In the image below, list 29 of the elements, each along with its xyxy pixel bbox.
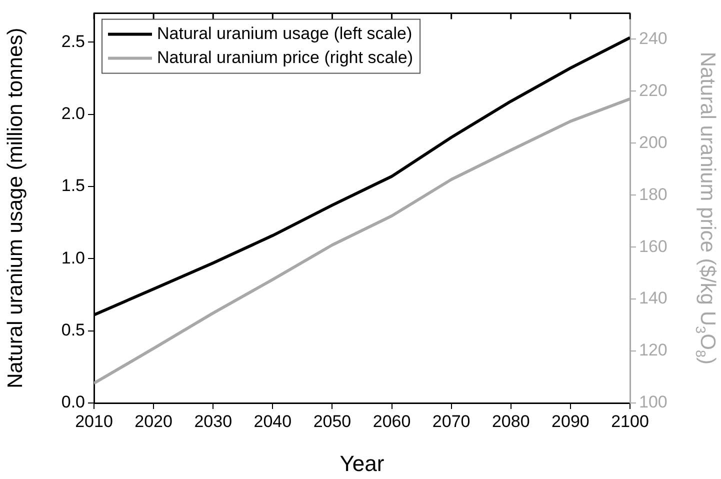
x-axis-title: Year: [340, 451, 384, 476]
y2-tick-label: 160: [639, 236, 668, 256]
y2-tick-label: 100: [639, 392, 668, 412]
legend-label: Natural uranium usage (left scale): [157, 24, 412, 43]
x-tick-label: 2030: [194, 412, 232, 431]
y-axis-title: Natural uranium usage (million tonnes): [4, 28, 27, 388]
x-tick-label: 2010: [75, 412, 113, 431]
y-tick-label: 0.0: [61, 392, 85, 412]
y2-tick-label: 200: [639, 132, 668, 152]
x-tick-label: 2050: [313, 412, 352, 431]
y2-axis-title: Natural uranium price ($/kg U3O8): [692, 52, 720, 364]
x-tick-label: 2100: [611, 412, 649, 431]
x-tick-label: 2070: [432, 412, 470, 431]
legend-label: Natural uranium price (right scale): [157, 48, 414, 67]
y2-tick-label: 140: [639, 288, 668, 308]
x-tick-label: 2090: [552, 412, 590, 431]
y-tick-label: 0.5: [61, 320, 85, 340]
y-tick-label: 1.0: [61, 248, 85, 268]
y-tick-label: 2.5: [61, 32, 85, 51]
y-tick-label: 2.0: [61, 104, 85, 123]
y-tick-label: 1.5: [61, 176, 85, 196]
y2-tick-label: 180: [639, 184, 668, 204]
y2-tick-label: 240: [639, 28, 668, 48]
x-tick-label: 2040: [254, 412, 292, 431]
y2-tick-label: 120: [639, 340, 668, 360]
x-tick-label: 2080: [492, 412, 530, 431]
y2-tick-label: 220: [639, 80, 668, 100]
x-tick-label: 2020: [134, 412, 172, 431]
x-tick-label: 2060: [372, 412, 411, 431]
